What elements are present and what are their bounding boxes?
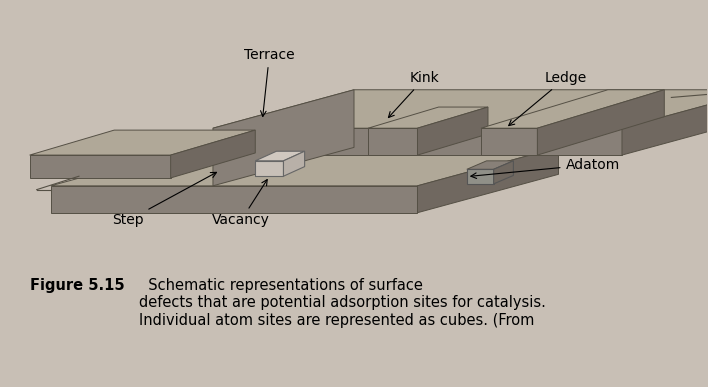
Polygon shape — [418, 107, 488, 155]
Polygon shape — [481, 128, 537, 155]
Polygon shape — [622, 90, 708, 155]
Text: Schematic representations of surface
defects that are potential adsorption sites: Schematic representations of surface def… — [139, 278, 546, 328]
Text: Adatom: Adatom — [471, 158, 620, 178]
Text: Terrace: Terrace — [244, 48, 295, 116]
Polygon shape — [537, 90, 664, 155]
Polygon shape — [481, 90, 664, 128]
Polygon shape — [368, 128, 418, 155]
Polygon shape — [213, 128, 622, 155]
Polygon shape — [493, 161, 513, 184]
Text: Kink: Kink — [389, 71, 440, 118]
Polygon shape — [283, 151, 304, 176]
Text: Ledge: Ledge — [509, 71, 587, 126]
Polygon shape — [467, 161, 513, 169]
Polygon shape — [51, 186, 418, 213]
Polygon shape — [51, 147, 559, 186]
Polygon shape — [256, 161, 283, 176]
Polygon shape — [368, 107, 488, 128]
Polygon shape — [256, 151, 304, 161]
Polygon shape — [213, 90, 354, 186]
Polygon shape — [467, 169, 493, 184]
Polygon shape — [171, 130, 256, 178]
Text: Figure 5.15: Figure 5.15 — [30, 278, 124, 293]
Polygon shape — [418, 147, 559, 213]
Polygon shape — [30, 130, 256, 155]
Text: Vacancy: Vacancy — [212, 180, 270, 227]
Polygon shape — [30, 155, 171, 178]
Polygon shape — [213, 90, 708, 128]
Text: Step: Step — [113, 172, 217, 227]
